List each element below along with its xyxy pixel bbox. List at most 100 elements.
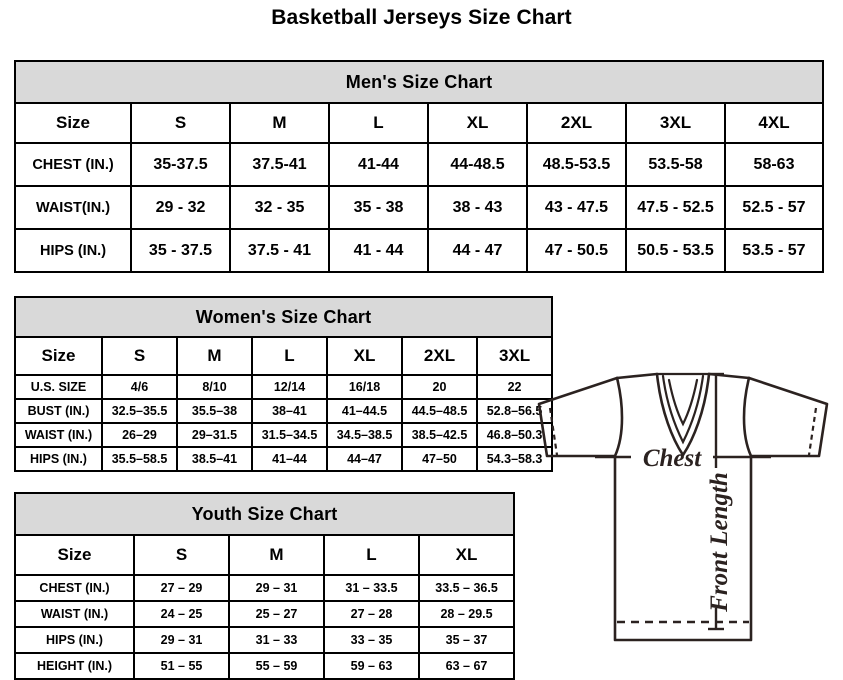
womens-header-row: Size S M L XL 2XL 3XL [14,336,554,376]
table-row: WAIST(IN.) 29 - 32 32 - 35 35 - 38 38 - … [14,185,825,230]
mens-header-row: Size S M L XL 2XL 3XL 4XL [14,102,825,144]
mens-waist-4xl: 52.5 - 57 [723,185,825,230]
womens-hips-s: 35.5–58.5 [101,446,178,472]
left-armhole-curve [613,376,624,458]
womens-waist-l: 31.5–34.5 [251,422,328,448]
womens-ussize-xl: 16/18 [326,374,403,400]
mens-col-xl: XL [427,102,528,144]
youth-hips-l: 33 – 35 [323,626,420,654]
mens-col-s: S [130,102,231,144]
table-row: CHEST (IN.) 27 – 29 29 – 31 31 – 33.5 33… [14,574,516,602]
youth-hips-s: 29 – 31 [133,626,230,654]
womens-col-xl: XL [326,336,403,376]
mens-chest-4xl: 58-63 [723,142,825,187]
youth-waist-s: 24 – 25 [133,600,230,628]
youth-hips-xl: 35 – 37 [417,626,516,654]
womens-hips-3xl: 54.3–58.3 [475,446,554,472]
chest-label: Chest [643,445,702,472]
mens-col-size: Size [14,102,132,144]
right-armhole-curve [742,376,753,458]
mens-waist-l: 35 - 38 [328,185,429,230]
table-row: U.S. SIZE 4/6 8/10 12/14 16/18 20 22 [14,374,554,400]
mens-caption-row: Men's Size Chart [13,60,825,104]
youth-chest-xl: 33.5 – 36.5 [417,574,516,602]
womens-ussize-2xl: 20 [401,374,478,400]
mens-chest-l: 41-44 [328,142,429,187]
womens-bust-xl: 41–44.5 [326,398,403,424]
mens-chest-s: 35-37.5 [130,142,231,187]
youth-chest-s: 27 – 29 [133,574,230,602]
youth-row-label-chest: CHEST (IN.) [14,574,135,602]
table-row: BUST (IN.) 32.5–35.5 35.5–38 38–41 41–44… [14,398,554,424]
mens-waist-s: 29 - 32 [130,185,231,230]
womens-waist-3xl: 46.8–50.3 [475,422,554,448]
youth-col-size: Size [14,534,135,576]
mens-hips-m: 37.5 - 41 [229,228,330,273]
womens-ussize-m: 8/10 [176,374,253,400]
womens-bust-l: 38–41 [251,398,328,424]
mens-caption: Men's Size Chart [13,60,825,104]
mens-hips-3xl: 50.5 - 53.5 [625,228,726,273]
mens-hips-2xl: 47 - 50.5 [526,228,627,273]
womens-col-size: Size [14,336,103,376]
womens-waist-m: 29–31.5 [176,422,253,448]
youth-row-label-hips: HIPS (IN.) [14,626,135,654]
youth-waist-l: 27 – 28 [323,600,420,628]
youth-waist-m: 25 – 27 [228,600,325,628]
mens-col-3xl: 3XL [625,102,726,144]
womens-bust-m: 35.5–38 [176,398,253,424]
mens-col-2xl: 2XL [526,102,627,144]
vneck-rib-line-1 [661,374,705,445]
womens-ussize-3xl: 22 [475,374,554,400]
right-sleeve-hem-stitch [807,407,818,456]
mens-chest-3xl: 53.5-58 [625,142,726,187]
youth-col-s: S [133,534,230,576]
table-row: HIPS (IN.) 35.5–58.5 38.5–41 41–44 44–47… [14,446,554,472]
youth-height-xl: 63 – 67 [417,652,516,680]
table-row: CHEST (IN.) 35-37.5 37.5-41 41-44 44-48.… [14,142,825,187]
mens-chest-m: 37.5-41 [229,142,330,187]
mens-row-label-chest: CHEST (IN.) [14,142,132,187]
mens-waist-m: 32 - 35 [229,185,330,230]
womens-col-2xl: 2XL [401,336,478,376]
womens-row-label-us-size: U.S. SIZE [14,374,103,400]
left-sleeve-outline [537,376,619,458]
mens-waist-xl: 38 - 43 [427,185,528,230]
womens-hips-l: 41–44 [251,446,328,472]
womens-waist-s: 26–29 [101,422,178,448]
youth-header-row: Size S M L XL [14,534,516,576]
youth-chest-l: 31 – 33.5 [323,574,420,602]
mens-col-m: M [229,102,330,144]
mens-hips-4xl: 53.5 - 57 [723,228,825,273]
front-length-label: Front Length [706,472,733,613]
mens-waist-3xl: 47.5 - 52.5 [625,185,726,230]
youth-caption: Youth Size Chart [13,492,516,536]
mens-row-label-hips: HIPS (IN.) [14,228,132,273]
right-sleeve-outline [747,376,829,458]
vneck-outer [655,372,711,457]
youth-height-m: 55 – 59 [228,652,325,680]
table-row: HIPS (IN.) 29 – 31 31 – 33 33 – 35 35 – … [14,626,516,654]
mens-size-chart-table: Men's Size Chart Size S M L XL 2XL 3XL 4… [13,60,825,273]
mens-col-4xl: 4XL [723,102,825,144]
mens-hips-xl: 44 - 47 [427,228,528,273]
womens-col-s: S [101,336,178,376]
vneck-rib-line-2 [667,378,699,427]
womens-hips-xl: 44–47 [326,446,403,472]
womens-hips-2xl: 47–50 [401,446,478,472]
mens-hips-l: 41 - 44 [328,228,429,273]
womens-waist-xl: 34.5–38.5 [326,422,403,448]
mens-hips-s: 35 - 37.5 [130,228,231,273]
womens-caption-row: Women's Size Chart [13,296,554,338]
youth-height-s: 51 – 55 [133,652,230,680]
youth-hips-m: 31 – 33 [228,626,325,654]
youth-height-l: 59 – 63 [323,652,420,680]
womens-bust-2xl: 44.5–48.5 [401,398,478,424]
left-sleeve-hem-stitch [548,407,559,456]
youth-col-xl: XL [417,534,516,576]
mens-row-label-waist: WAIST(IN.) [14,185,132,230]
womens-ussize-l: 12/14 [251,374,328,400]
womens-col-l: L [251,336,328,376]
womens-col-3xl: 3XL [475,336,554,376]
womens-bust-s: 32.5–35.5 [101,398,178,424]
